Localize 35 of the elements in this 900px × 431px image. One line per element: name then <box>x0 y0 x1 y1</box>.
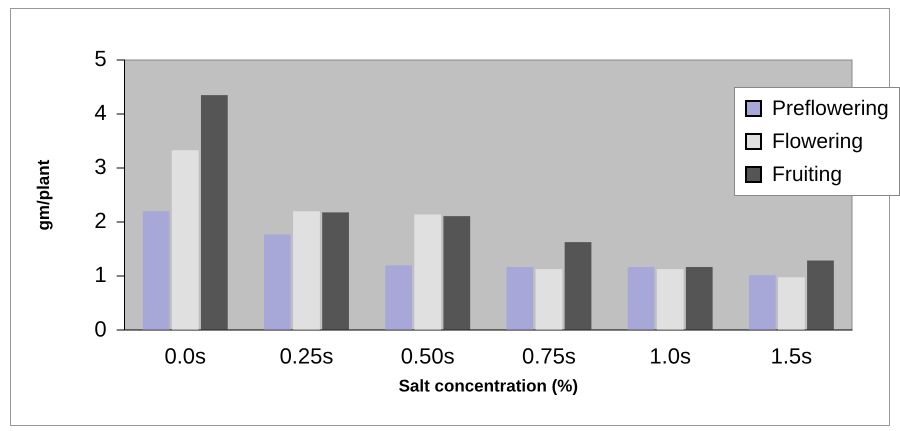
bar <box>778 277 805 330</box>
legend-label: Preflowering <box>772 96 889 122</box>
y-tick-label: 2 <box>94 208 107 234</box>
y-axis-title: gm/plant <box>34 159 53 231</box>
bar <box>142 211 170 330</box>
legend-label: Fruiting <box>772 162 842 188</box>
y-tick-label: 1 <box>94 262 107 288</box>
bar <box>656 269 684 330</box>
bar <box>628 266 654 330</box>
bar <box>172 150 199 330</box>
x-axis-title: Salt concentration (%) <box>398 376 578 396</box>
legend-label: Flowering <box>772 129 864 155</box>
x-tick-label: 0.50s <box>400 343 455 368</box>
bar <box>385 265 412 330</box>
bar <box>686 266 713 330</box>
bar <box>536 269 562 330</box>
bar <box>807 260 834 330</box>
bar <box>506 266 534 330</box>
bar <box>564 242 592 330</box>
bar <box>748 275 776 330</box>
y-tick-label: 0 <box>94 316 107 342</box>
x-tick-label: 0.25s <box>280 343 334 368</box>
y-tick-label: 4 <box>94 100 107 126</box>
x-tick-label: 1.0s <box>649 343 691 368</box>
y-tick-label: 3 <box>94 154 107 180</box>
bar <box>322 212 349 330</box>
x-tick-label: 1.5s <box>770 343 812 368</box>
y-tick-label: 5 <box>94 46 107 72</box>
x-tick-label: 0.75s <box>522 343 576 368</box>
x-tick-label: 0.0s <box>164 343 206 368</box>
bar <box>443 216 470 330</box>
bar <box>293 211 320 330</box>
bar <box>414 214 442 330</box>
bar <box>200 95 228 330</box>
bar <box>264 234 291 330</box>
